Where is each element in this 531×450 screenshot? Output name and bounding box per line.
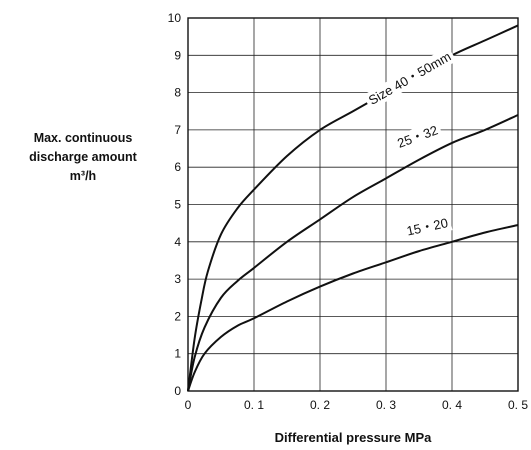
series-label-group-2: 15・20 (402, 213, 453, 241)
series-label-bg (362, 46, 457, 111)
y-tick-label: 8 (174, 86, 181, 100)
y-tick-label: 9 (174, 48, 181, 62)
y-tick-label: 4 (174, 235, 181, 249)
y-tick-label: 1 (174, 347, 181, 361)
y-axis-label-line-3: m³/h (70, 169, 96, 183)
x-tick-label: 0 (185, 398, 192, 412)
series-line-2 (187, 224, 519, 392)
x-tick-label: 0. 1 (244, 398, 264, 412)
y-axis-label-line-2: discharge amount (29, 150, 137, 164)
y-tick-label: 10 (168, 11, 182, 25)
y-tick-label: 7 (174, 123, 181, 137)
x-tick-label: 0. 3 (376, 398, 396, 412)
y-tick-label: 6 (174, 160, 181, 174)
series-label-bg (392, 120, 443, 153)
series-label-1: 25・32 (395, 122, 440, 150)
x-axis-label: Differential pressure MPa (275, 430, 433, 445)
grid (188, 18, 518, 391)
x-tick-label: 0. 5 (508, 398, 528, 412)
x-tick-label: 0. 4 (442, 398, 462, 412)
y-tick-label: 2 (174, 309, 181, 323)
curves (187, 24, 519, 392)
tick-labels: 0 1 2 3 4 5 6 7 8 9 10 0 0. 1 0. 2 0. 3 0. 4 0. 5 (168, 11, 529, 412)
y-tick-label: 5 (174, 198, 181, 212)
series-line-0 (187, 24, 519, 392)
series-label-group-1: 25・32 (392, 120, 443, 153)
plot-frame (187, 17, 519, 392)
series-line-1 (187, 114, 519, 392)
y-axis-label-line-1: Max. continuous (34, 131, 133, 145)
y-tick-label: 0 (174, 384, 181, 398)
series-labels: Size 40・50mm 25・32 15・20 (362, 46, 457, 241)
series-label-0: Size 40・50mm (366, 49, 454, 108)
series-label-bg (402, 213, 453, 241)
y-tick-label: 3 (174, 272, 181, 286)
series-label-group-0: Size 40・50mm (362, 46, 457, 111)
x-tick-label: 0. 2 (310, 398, 330, 412)
